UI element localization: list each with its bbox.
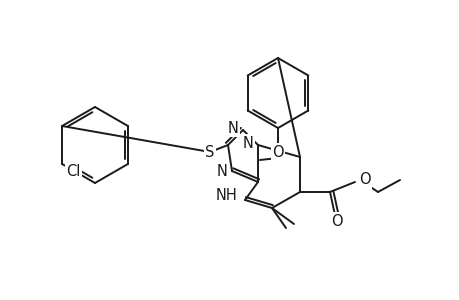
Text: S: S	[205, 145, 214, 160]
Text: O: O	[272, 145, 283, 160]
Text: Cl: Cl	[66, 164, 80, 179]
Text: N: N	[228, 121, 239, 136]
Text: N: N	[243, 136, 253, 151]
Text: O: O	[358, 172, 370, 188]
Text: O: O	[330, 214, 342, 229]
Text: NH: NH	[215, 188, 236, 203]
Text: N: N	[217, 164, 228, 178]
